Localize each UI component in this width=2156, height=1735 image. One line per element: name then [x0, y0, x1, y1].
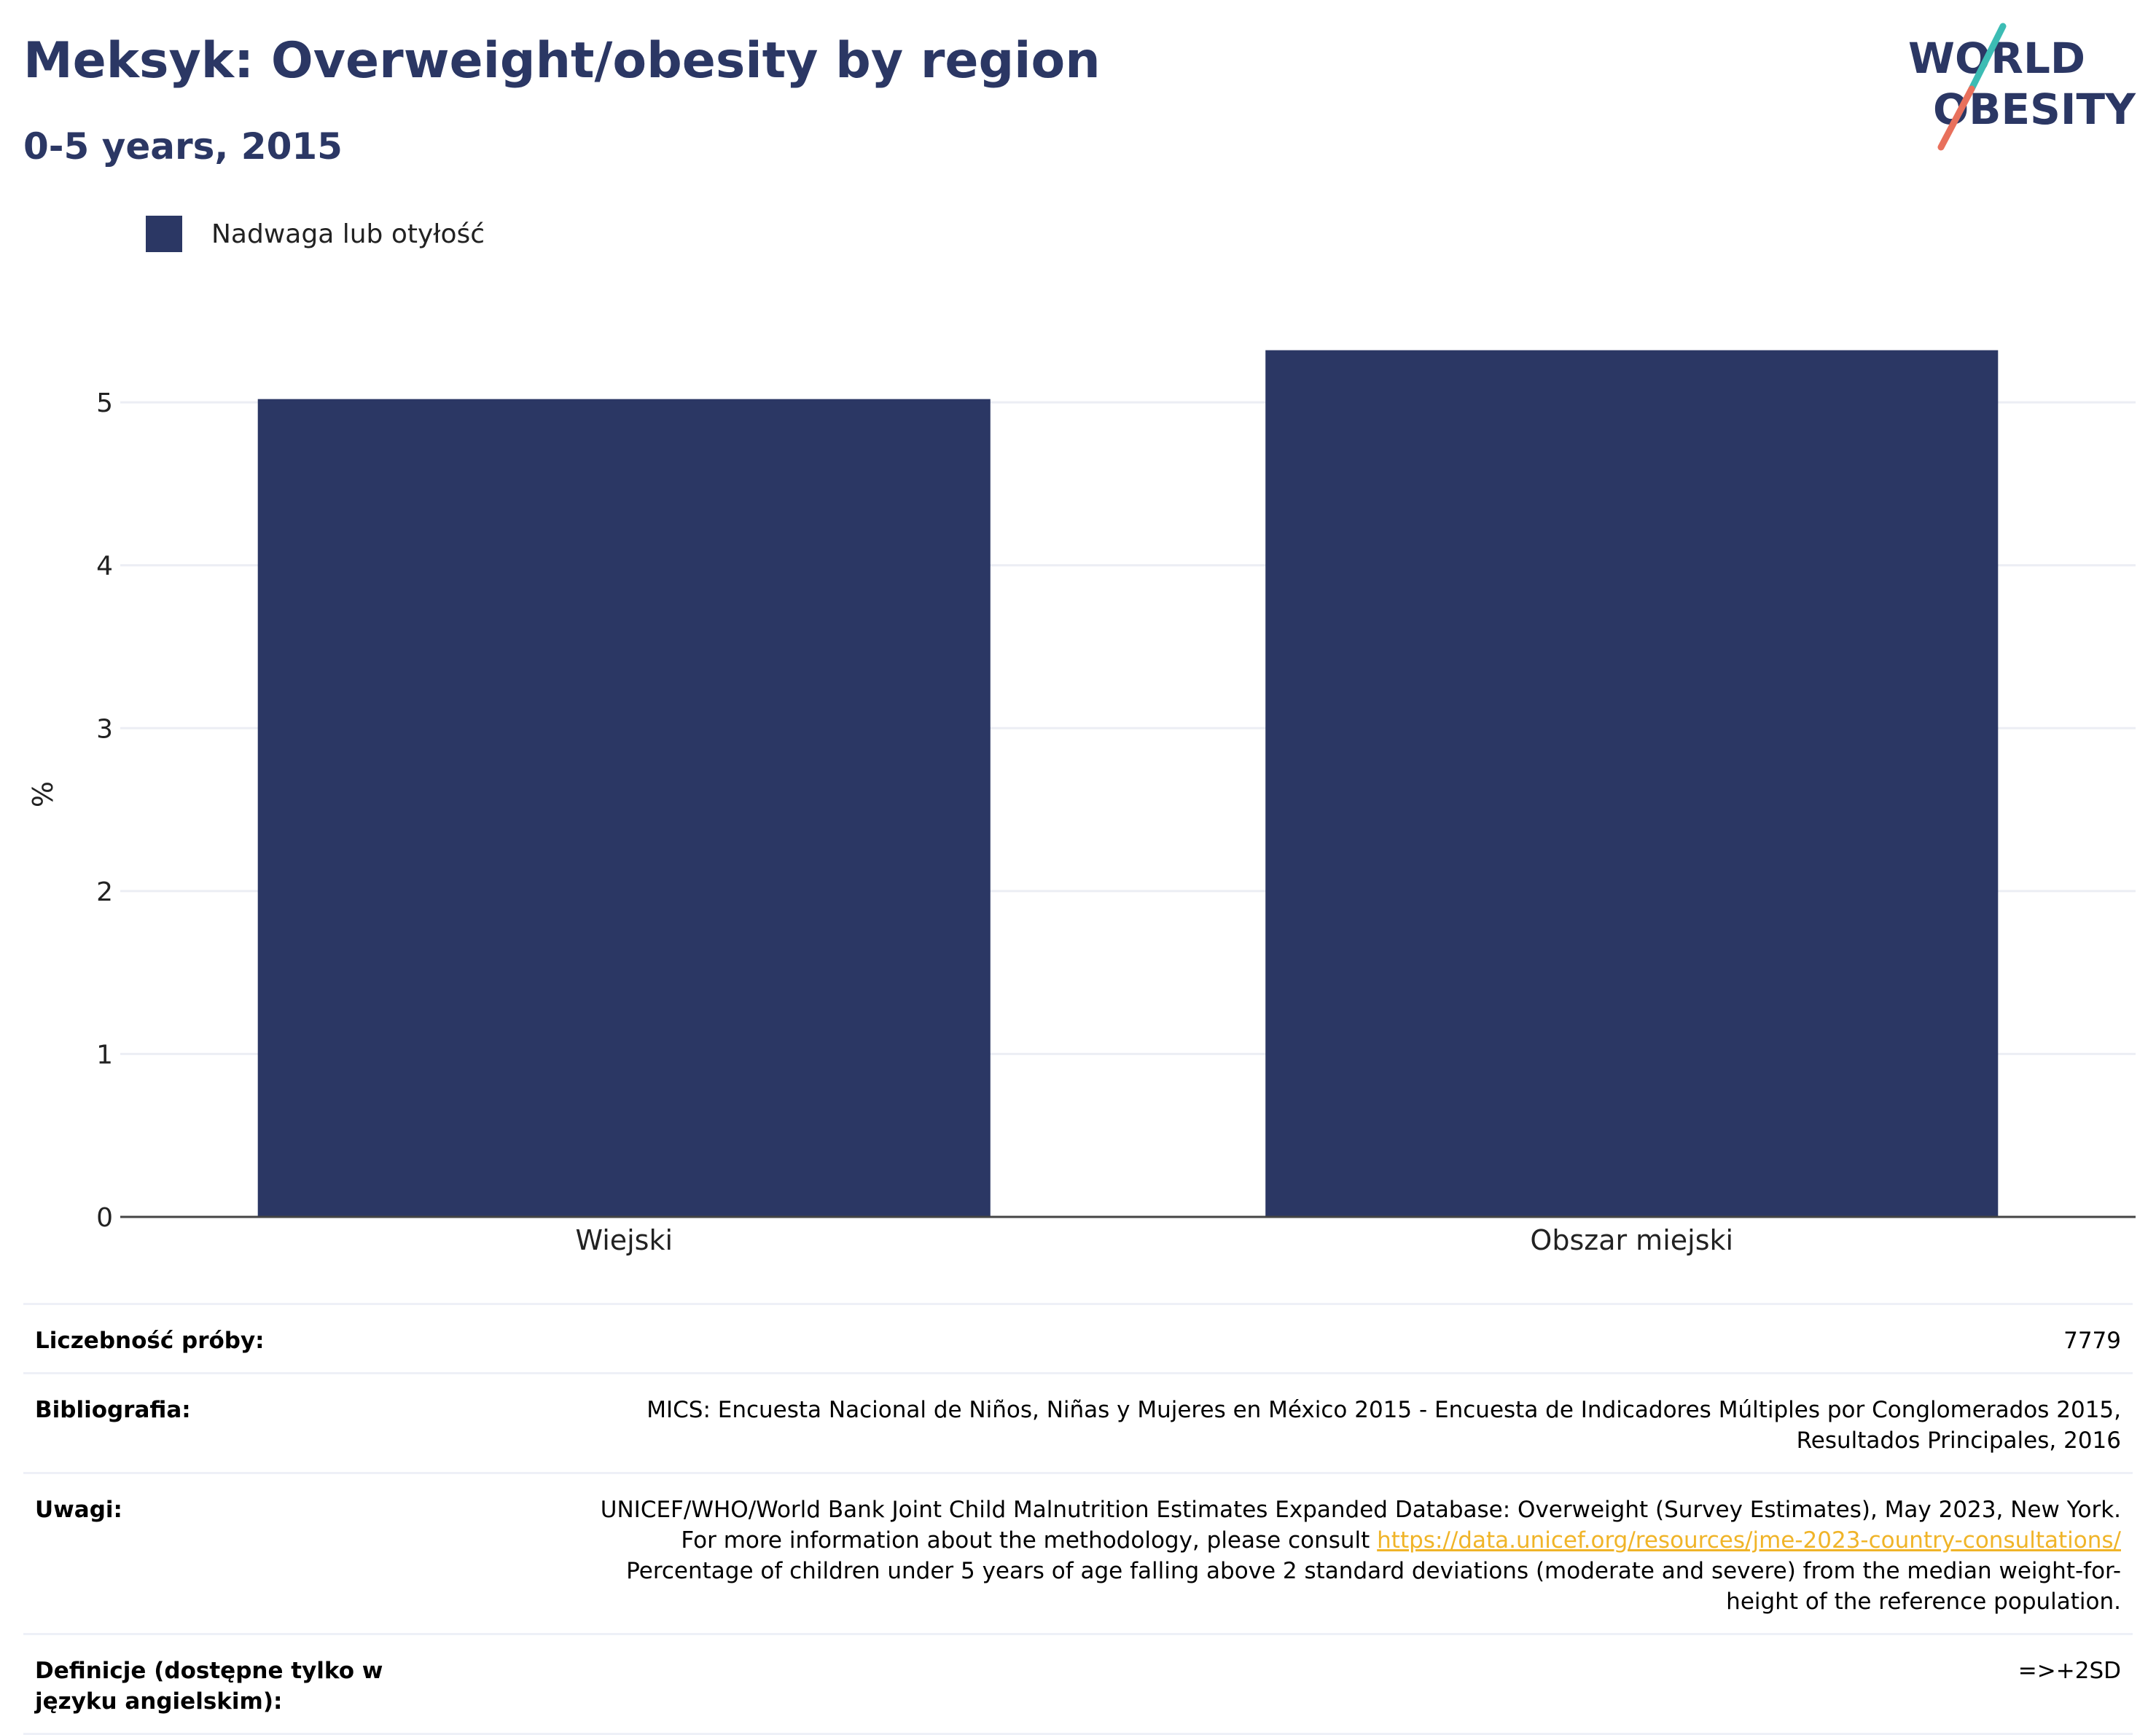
y-tick-label: 2 — [96, 877, 113, 907]
sample-size-value: 7779 — [2063, 1328, 2121, 1354]
logo-slash-teal — [1968, 23, 2007, 93]
bar — [257, 399, 991, 1218]
x-tick-label: Wiejski — [575, 1224, 673, 1256]
x-tick-label: Obszar miejski — [1530, 1224, 1733, 1256]
chart-subtitle: 0-5 years, 2015 — [23, 125, 343, 168]
y-tick-label: 3 — [96, 714, 113, 744]
notes-text-before: UNICEF/WHO/World Bank Joint Child Malnut… — [600, 1497, 2121, 1554]
notes-label: Uwagi: — [35, 1497, 122, 1523]
logo-slash-coral — [1937, 85, 1975, 151]
notes-value: UNICEF/WHO/World Bank Joint Child Malnut… — [569, 1495, 2121, 1617]
definitions-value: =>+2SD — [2018, 1658, 2121, 1684]
legend: Nadwaga lub otyłość — [146, 216, 485, 252]
sample-size-label: Liczebność próby: — [35, 1328, 265, 1354]
y-tick-label: 5 — [96, 388, 113, 418]
bibliography-label: Bibliografia: — [35, 1397, 191, 1423]
y-tick-label: 0 — [96, 1203, 113, 1233]
info-table: Liczebność próby: 7779 Bibliografia: MIC… — [23, 1303, 2133, 1735]
bibliography-value: MICS: Encuesta Nacional de Niños, Niñas … — [647, 1397, 2121, 1454]
chart-title: Meksyk: Overweight/obesity by region — [23, 32, 1101, 90]
legend-swatch — [146, 216, 182, 252]
bar — [1265, 350, 1999, 1218]
y-tick-label: 1 — [96, 1040, 113, 1070]
y-tick-label: 4 — [96, 552, 113, 581]
y-axis-label: % — [27, 781, 59, 807]
info-row-notes: Uwagi: UNICEF/WHO/World Bank Joint Child… — [23, 1472, 2133, 1633]
legend-label: Nadwaga lub otyłość — [211, 219, 485, 249]
bar-chart: 0 1 2 3 4 5 Wiejski Obszar miejski% — [27, 350, 2136, 1256]
world-obesity-logo: WORLD OBESITY — [1908, 23, 2136, 151]
info-row-sample-size: Liczebność próby: 7779 — [23, 1303, 2133, 1372]
definitions-label: Definicje (dostępne tylko w języku angie… — [35, 1658, 383, 1715]
info-row-bibliography: Bibliografia: MICS: Encuesta Nacional de… — [23, 1372, 2133, 1472]
notes-text-after: Percentage of children under 5 years of … — [626, 1558, 2121, 1615]
info-row-definitions: Definicje (dostępne tylko w języku angie… — [23, 1633, 2133, 1735]
methodology-link[interactable]: https://data.unicef.org/resources/jme-20… — [1377, 1527, 2121, 1554]
